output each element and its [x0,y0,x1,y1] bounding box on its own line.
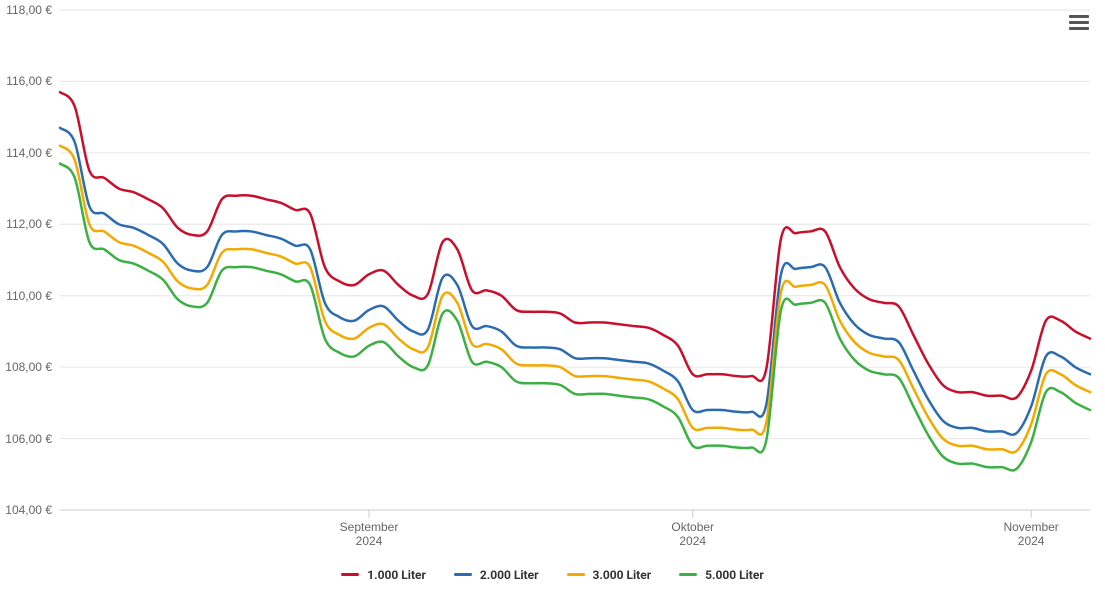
y-tick-label: 104,00 € [0,503,52,517]
legend-label: 5.000 Liter [705,568,764,582]
x-tick-label: November2024 [971,520,1091,548]
x-tick-month: Oktober [671,520,714,534]
legend-label: 2.000 Liter [480,568,539,582]
y-tick-label: 108,00 € [0,360,52,374]
x-tick-month: September [340,520,399,534]
x-tick-year: 2024 [633,534,753,548]
legend-swatch [341,573,359,576]
series-line [60,164,1090,471]
y-tick-label: 106,00 € [0,432,52,446]
legend-swatch [567,573,585,576]
y-tick-label: 116,00 € [0,74,52,88]
plot-area [0,0,1105,602]
x-tick-year: 2024 [971,534,1091,548]
legend-item[interactable]: 3.000 Liter [567,568,652,582]
legend-label: 1.000 Liter [367,568,426,582]
series-line [60,128,1090,435]
legend-item[interactable]: 5.000 Liter [679,568,764,582]
series-line [60,92,1090,399]
legend-item[interactable]: 1.000 Liter [341,568,426,582]
chart-legend: 1.000 Liter 2.000 Liter 3.000 Liter 5.000 L… [0,565,1105,582]
y-tick-label: 114,00 € [0,146,52,160]
legend-swatch [679,573,697,576]
legend-item[interactable]: 2.000 Liter [454,568,539,582]
y-tick-label: 112,00 € [0,217,52,231]
series-line [60,146,1090,453]
x-tick-year: 2024 [309,534,429,548]
x-tick-month: November [1003,520,1058,534]
y-tick-label: 110,00 € [0,289,52,303]
legend-swatch [454,573,472,576]
x-tick-label: September2024 [309,520,429,548]
price-line-chart: 1.000 Liter 2.000 Liter 3.000 Liter 5.000 L… [0,0,1105,602]
y-tick-label: 118,00 € [0,3,52,17]
x-tick-label: Oktober2024 [633,520,753,548]
legend-label: 3.000 Liter [593,568,652,582]
